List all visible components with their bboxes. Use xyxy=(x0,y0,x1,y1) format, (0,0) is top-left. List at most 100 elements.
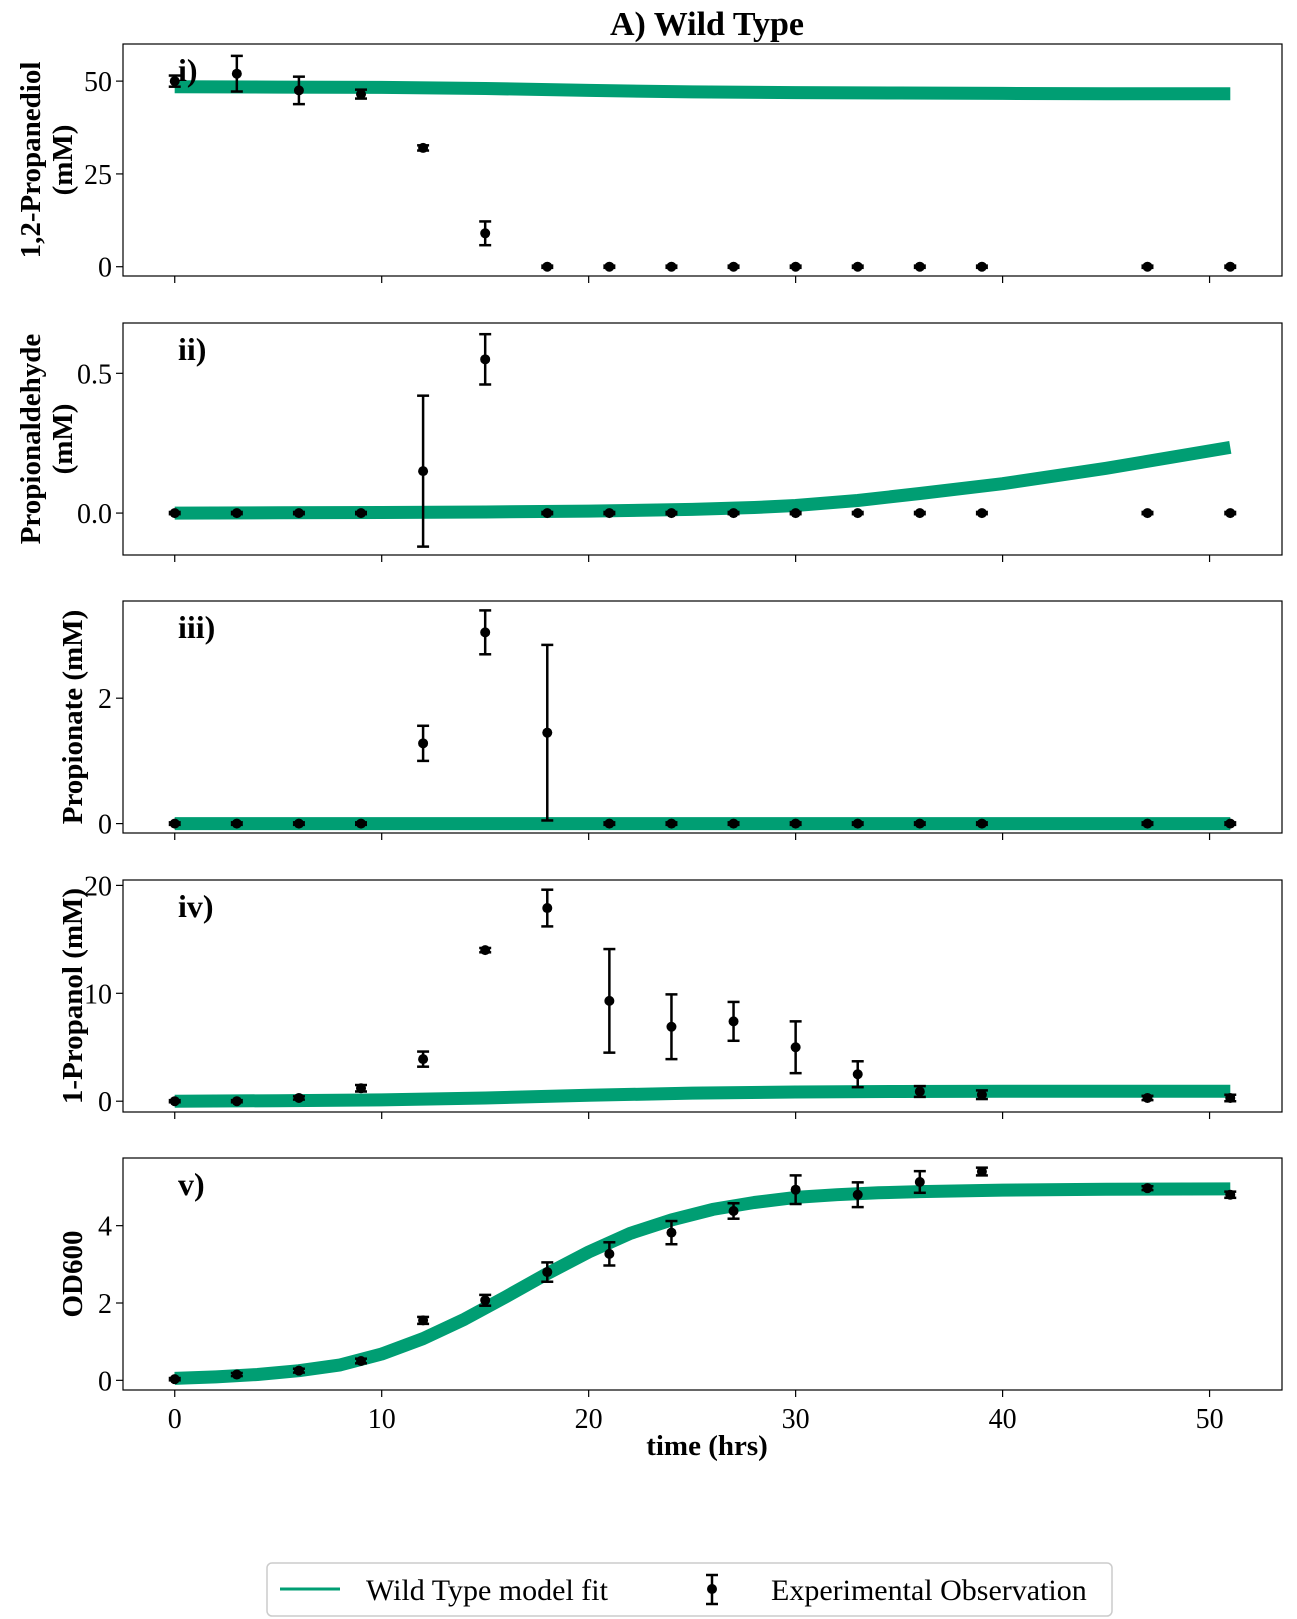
x-tick-label: 0 xyxy=(168,1404,182,1435)
observation-point xyxy=(666,261,677,272)
y-tick-label: 50 xyxy=(84,67,112,98)
y-axis-label: (mM) xyxy=(47,404,79,475)
observation-point xyxy=(1225,818,1236,829)
observation-point xyxy=(542,903,553,914)
panel-tag: i) xyxy=(178,52,198,88)
observation-point xyxy=(542,727,553,738)
observation-point xyxy=(1142,261,1153,272)
observation-point xyxy=(976,261,987,272)
y-tick-label: 2 xyxy=(98,1289,112,1320)
observation-point xyxy=(666,508,677,519)
observation-point xyxy=(169,1374,180,1385)
observation-point xyxy=(480,945,491,956)
panel-1: 0 25 50 i) 1,2-Propanediol (mM) xyxy=(15,43,1283,284)
panel-2: 0.0 0.5 ii) Propionaldehyde (mM) xyxy=(15,322,1283,562)
y-tick-label: 0 xyxy=(98,810,112,841)
observation-point xyxy=(852,1069,863,1080)
legend: Wild Type model fit Experimental Observa… xyxy=(266,1562,1113,1617)
x-tick-label: 50 xyxy=(1196,1404,1224,1435)
observation-point xyxy=(480,627,491,638)
y-axis-label: 1-Propanol (mM) xyxy=(57,888,89,1104)
observation-point xyxy=(231,1096,242,1107)
y-tick-label: 0 xyxy=(98,1087,112,1118)
observation-point xyxy=(914,261,925,272)
model-fit-line xyxy=(174,80,1231,101)
panel-tag: iii) xyxy=(178,609,215,645)
observation-point xyxy=(914,1176,925,1187)
observation-point xyxy=(666,1021,677,1032)
observation-point xyxy=(914,508,925,519)
observation-point xyxy=(976,818,987,829)
observation-point xyxy=(914,1086,925,1097)
observation-point xyxy=(231,68,242,79)
observation-point xyxy=(169,1096,180,1107)
observation-point xyxy=(231,1369,242,1380)
observation-point xyxy=(542,261,553,272)
observation-point xyxy=(542,508,553,519)
observation-point xyxy=(169,76,180,87)
y-tick-label: 0.0 xyxy=(77,499,112,530)
observation-point xyxy=(852,1189,863,1200)
observation-point xyxy=(728,508,739,519)
observation-point xyxy=(728,261,739,272)
observation-point xyxy=(1225,1189,1236,1200)
y-tick-label: 10 xyxy=(84,979,112,1010)
observation-point xyxy=(852,508,863,519)
panel-3: 0 2 iii) Propionate (mM) xyxy=(57,600,1283,841)
y-axis-label: Propionaldehyde xyxy=(15,334,47,545)
chart-title: A) Wild Type xyxy=(610,6,804,43)
panel-tag: ii) xyxy=(178,331,206,367)
observation-point xyxy=(293,1092,304,1103)
observation-point xyxy=(852,818,863,829)
observation-point xyxy=(666,1227,677,1238)
y-tick-label: 25 xyxy=(84,160,112,191)
observation-point xyxy=(293,818,304,829)
y-tick-label: 4 xyxy=(98,1212,112,1243)
x-tick-label: 30 xyxy=(782,1404,810,1435)
y-tick-label: 2 xyxy=(98,684,112,715)
model-fit-line xyxy=(174,440,1232,520)
observation-point xyxy=(790,1042,801,1053)
observation-point xyxy=(1225,508,1236,519)
observation-point xyxy=(728,818,739,829)
legend-frame xyxy=(266,1562,1113,1617)
observation-point xyxy=(604,261,615,272)
observation-point xyxy=(542,1267,553,1278)
observation-point xyxy=(790,508,801,519)
observation-point xyxy=(356,89,367,100)
panel-frame xyxy=(122,322,1283,556)
x-tick-label: 20 xyxy=(575,1404,603,1435)
observation-point xyxy=(293,508,304,519)
observation-point xyxy=(293,1365,304,1376)
observation-point xyxy=(293,85,304,96)
panel-frame xyxy=(122,1157,1283,1391)
observation-point xyxy=(728,1205,739,1216)
model-fit-line xyxy=(174,1084,1231,1108)
observation-point xyxy=(604,1248,615,1259)
observation-point xyxy=(231,818,242,829)
panel-frame xyxy=(122,600,1283,834)
panel-frame xyxy=(122,879,1283,1113)
observation-point xyxy=(1225,1092,1236,1103)
y-axis-label: OD600 xyxy=(57,1231,89,1318)
observation-point xyxy=(418,1054,429,1065)
y-tick-label: 0 xyxy=(98,1366,112,1397)
y-axis-label: Propionate (mM) xyxy=(57,610,89,825)
observation-point xyxy=(480,354,491,365)
observation-point xyxy=(1225,261,1236,272)
observation-point xyxy=(356,818,367,829)
observation-point xyxy=(976,1166,987,1177)
observation-point xyxy=(356,1083,367,1094)
x-tick-label: 10 xyxy=(368,1404,396,1435)
observation-point xyxy=(976,508,987,519)
observation-point xyxy=(1142,1183,1153,1194)
observation-point xyxy=(356,1356,367,1366)
legend-observation-marker xyxy=(707,1584,717,1594)
observation-point xyxy=(666,818,677,829)
observation-point xyxy=(480,228,491,239)
observation-point xyxy=(914,818,925,829)
model-fit-line xyxy=(174,1182,1231,1385)
